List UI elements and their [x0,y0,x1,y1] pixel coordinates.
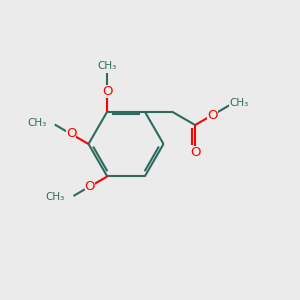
Text: CH₃: CH₃ [98,61,117,71]
Text: O: O [207,109,217,122]
Text: O: O [190,146,200,158]
Text: CH₃: CH₃ [46,193,65,202]
Text: O: O [66,128,76,140]
Text: CH₃: CH₃ [27,118,46,128]
Text: O: O [102,85,112,98]
Text: CH₃: CH₃ [229,98,248,108]
Text: O: O [85,180,95,193]
